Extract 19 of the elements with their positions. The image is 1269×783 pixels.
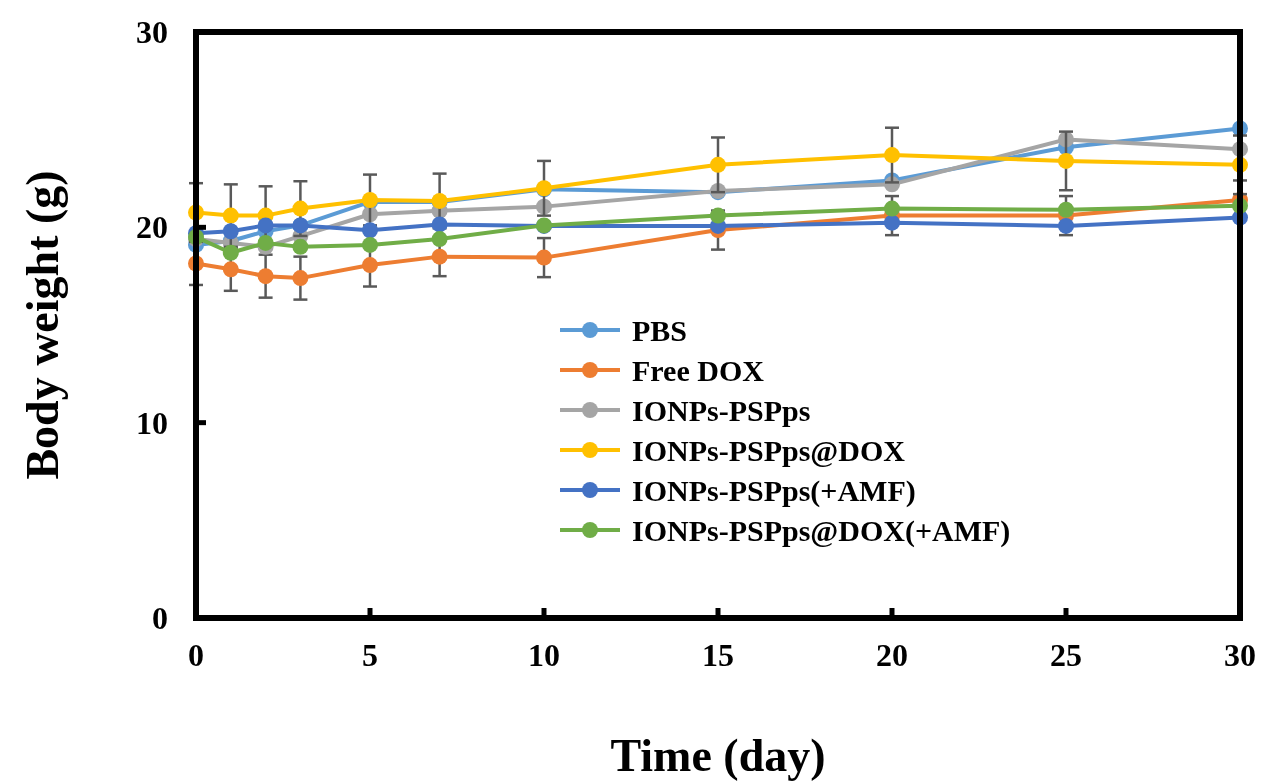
y-tick-label: 10 [136, 404, 168, 441]
y-tick-label: 20 [136, 209, 168, 246]
legend-label: IONPs-PSPps [632, 393, 811, 427]
legend-label: IONPs-PSPps@DOX [632, 433, 906, 467]
legend-label: IONPs-PSPps(+AMF) [632, 473, 916, 508]
x-tick-label: 15 [702, 637, 734, 673]
x-tick-label: 25 [1050, 637, 1082, 673]
x-tick-label: 5 [362, 637, 378, 673]
legend-label: IONPs-PSPps@DOX(+AMF) [632, 513, 1011, 548]
x-tick-label: 10 [528, 637, 560, 673]
x-tick-label: 20 [876, 637, 908, 673]
y-tick-label: 0 [152, 600, 168, 636]
x-tick-label: 0 [188, 637, 204, 673]
legend-label: PBS [632, 313, 688, 347]
y-axis-title: Body weight (g) [17, 170, 68, 480]
legend-label: Free DOX [632, 353, 765, 387]
y-tick-label: 30 [136, 14, 168, 50]
x-tick-label: 30 [1224, 637, 1256, 673]
x-axis-title: Time (day) [610, 730, 826, 781]
